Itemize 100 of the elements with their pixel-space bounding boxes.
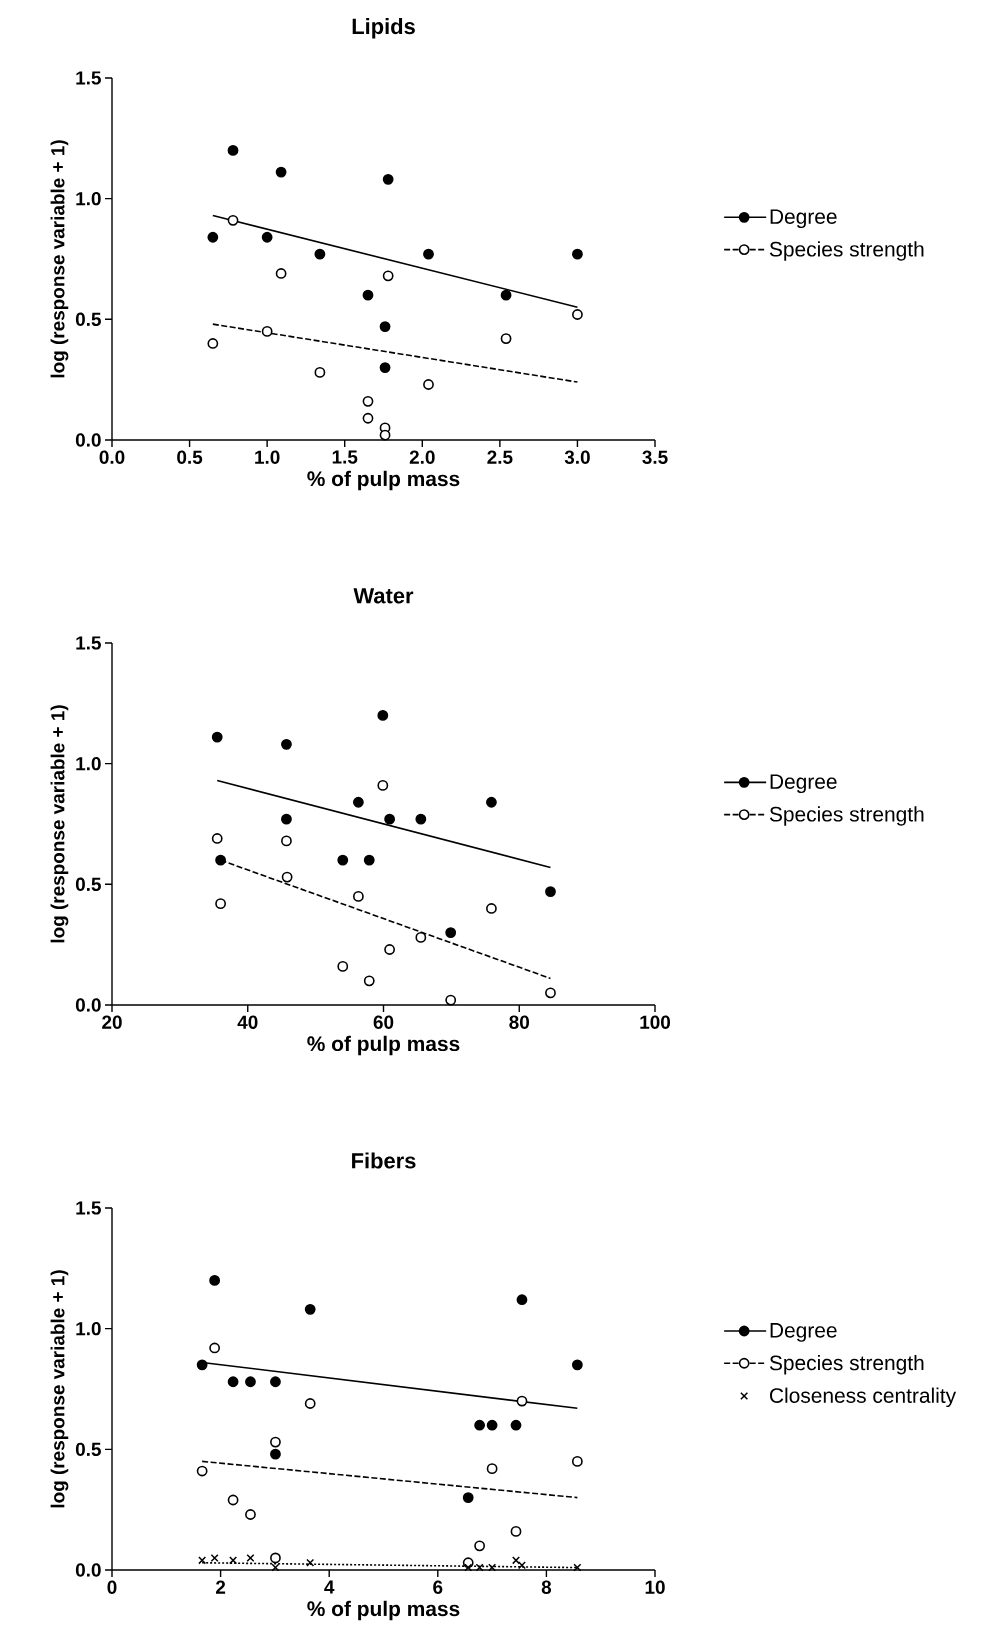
point [486, 796, 497, 808]
point [377, 709, 389, 721]
point [211, 731, 223, 743]
point [281, 835, 292, 847]
y-axis-title: log (response variable + 1) [50, 705, 69, 943]
legend-label: Degree [770, 209, 837, 229]
y-tick-label: 0.0 [75, 1563, 101, 1577]
point [382, 173, 394, 185]
point [275, 166, 287, 178]
point [270, 1448, 281, 1460]
point [211, 833, 223, 844]
point [500, 333, 512, 345]
legend-label: Species strength [769, 241, 924, 261]
legend-label: Species strength [769, 806, 924, 826]
x-tick-label: 2.5 [487, 450, 513, 464]
point [198, 1556, 207, 1565]
point [227, 214, 239, 226]
point [304, 1398, 316, 1409]
x-tick-label: 0.0 [99, 450, 125, 464]
x-axis-title: % of pulp mass [307, 470, 460, 491]
point [571, 1359, 583, 1371]
point [281, 738, 292, 750]
point [445, 994, 457, 1006]
point [270, 1376, 281, 1388]
point [281, 813, 292, 825]
y-axis-title: log (response variable + 1) [50, 1270, 69, 1508]
point [488, 1563, 497, 1572]
x-tick-label: 40 [237, 1015, 258, 1029]
point [382, 270, 394, 282]
point [474, 1540, 486, 1552]
x-axis-title: % of pulp mass [307, 1035, 460, 1056]
y-tick-label: 0.0 [75, 998, 101, 1012]
y-tick-label: 0.0 [75, 433, 101, 447]
point [572, 309, 583, 320]
point [415, 932, 427, 943]
x-tick-label: 60 [373, 1015, 394, 1029]
y-tick-label: 0.5 [75, 877, 101, 892]
point [379, 321, 391, 332]
point [573, 1563, 582, 1572]
point [545, 886, 556, 897]
x-tick-label: 4 [324, 1580, 335, 1594]
x-tick-label: 10 [645, 1580, 665, 1594]
point [571, 1456, 583, 1467]
legend-label: Degree [770, 774, 837, 794]
point [423, 248, 434, 260]
y-tick-label: 1.0 [76, 756, 101, 771]
point [462, 1492, 474, 1503]
x-tick-label: 20 [102, 1015, 122, 1029]
x-tick-label: 2.0 [409, 450, 435, 464]
point [246, 1553, 255, 1562]
point [475, 1563, 484, 1572]
x-tick-label: 8 [541, 1580, 552, 1594]
point [464, 1563, 473, 1572]
y-tick-label: 1.0 [76, 191, 101, 206]
point [474, 1419, 486, 1431]
y-tick-label: 1.5 [76, 636, 101, 650]
y-tick-label: 0.5 [75, 312, 101, 327]
point [384, 944, 396, 955]
chart-title: Lipids [352, 18, 415, 39]
y-tick-label: 0.5 [75, 1442, 101, 1457]
point [379, 429, 391, 441]
point [207, 338, 219, 349]
point [215, 898, 226, 910]
point [281, 871, 293, 883]
point [445, 927, 457, 938]
point [207, 231, 219, 243]
x-tick-label: 1.5 [332, 450, 358, 464]
point [510, 1419, 522, 1431]
point [512, 1556, 520, 1565]
x-tick-label: 6 [433, 1580, 443, 1594]
point [210, 1553, 219, 1562]
point [270, 1436, 281, 1448]
point [510, 1525, 522, 1537]
point [352, 890, 364, 902]
point [306, 1558, 315, 1567]
point [379, 362, 391, 373]
point [215, 854, 226, 866]
x-tick-label: 100 [640, 1015, 671, 1029]
point [516, 1294, 528, 1306]
point [517, 1561, 526, 1570]
point [314, 248, 326, 260]
point [196, 1465, 208, 1477]
point [227, 1494, 239, 1506]
point [363, 975, 375, 987]
legend-label: Species strength [769, 1354, 924, 1375]
point [245, 1376, 256, 1388]
point [209, 1275, 221, 1286]
point [486, 903, 497, 914]
chart-title: Fibers [352, 1152, 416, 1169]
point [337, 854, 349, 866]
point [486, 1463, 498, 1475]
y-tick-label: 1.5 [76, 1201, 101, 1215]
point [209, 1342, 221, 1354]
point [275, 268, 287, 279]
point [384, 813, 396, 825]
point [545, 987, 556, 999]
point [362, 412, 374, 424]
point [196, 1359, 208, 1371]
point [229, 1556, 238, 1565]
legend-label: Degree [770, 1323, 837, 1342]
